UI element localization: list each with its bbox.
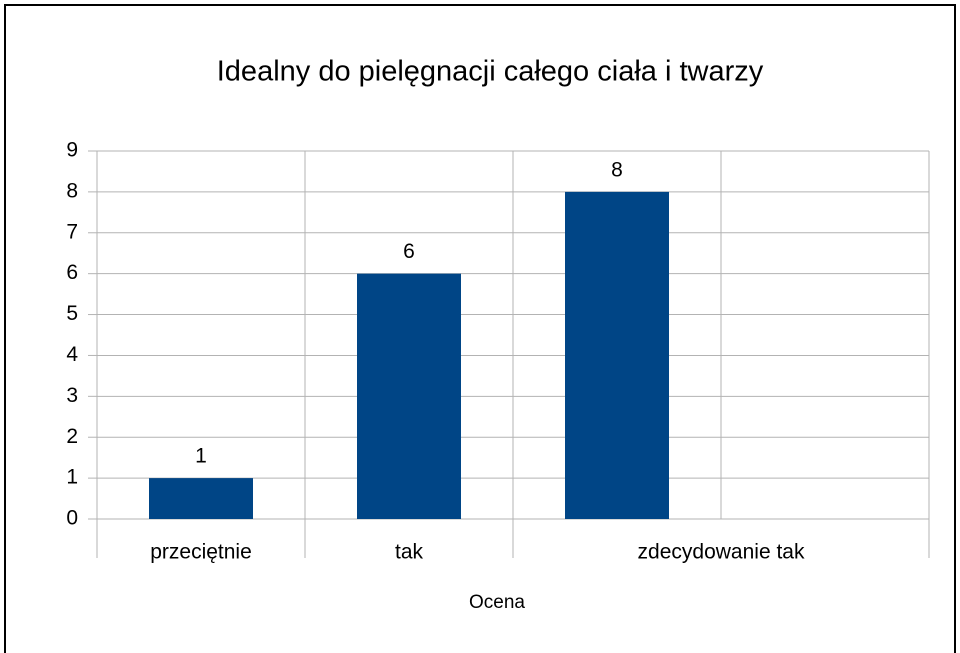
y-tick-label: 9 [66,139,78,162]
x-tick-label: tak [395,541,424,564]
bar [357,273,461,519]
y-tick-label: 0 [66,507,78,530]
y-tick-label: 3 [66,384,78,407]
data-label: 6 [403,240,415,263]
y-tick-label: 5 [66,302,78,325]
y-tick-label: 2 [66,425,78,448]
bar [149,478,253,519]
y-tick-label: 1 [66,466,78,489]
data-label: 1 [195,445,207,468]
y-tick-label: 7 [66,220,78,243]
y-tick-label: 8 [66,179,78,202]
x-tick-label: zdecydowanie tak [638,541,805,564]
x-tick-label: przeciętnie [150,541,252,564]
data-label: 8 [611,158,623,181]
y-tick-label: 4 [66,343,78,366]
x-axis-label: Ocena [469,592,525,613]
chart-title: Idealny do pielęgnacji całego ciała i tw… [217,56,764,88]
bar [565,191,669,519]
y-tick-label: 6 [66,261,78,284]
chart-frame [4,4,956,653]
